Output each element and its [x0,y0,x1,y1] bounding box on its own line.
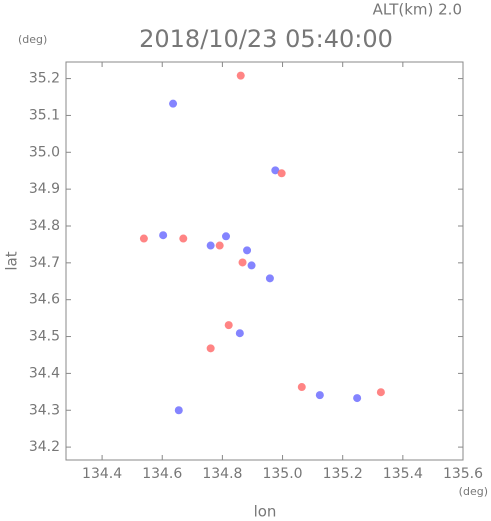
y-tick-label: 35.2 [29,71,60,87]
y-tick-label: 35.0 [29,144,60,160]
point [174,406,183,415]
x-tick-label: 135.6 [443,466,483,482]
y-tick-label: 34.3 [29,402,60,418]
y-tick-label: 34.7 [29,255,60,271]
point [206,344,215,353]
point [222,232,231,241]
y-tick-label: 34.5 [29,329,60,345]
point [215,241,224,250]
plot-frame [65,61,464,461]
x-tick-label: 134.6 [142,466,182,482]
y-axis-label: lat [3,251,21,270]
point [139,234,148,243]
point [376,388,385,397]
point [247,261,256,270]
point [235,329,244,338]
y-tick-label: 34.4 [29,365,60,381]
point [277,169,286,178]
x-tick-label: 135.2 [323,466,363,482]
point [224,321,233,330]
point [159,231,168,240]
point [353,394,362,403]
point [206,241,215,250]
point [315,391,324,400]
y-tick-label: 35.1 [29,107,60,123]
y-tick-label: 34.2 [29,439,60,455]
x-tick-label: 135.0 [262,466,302,482]
y-tick-label: 34.6 [29,292,60,308]
y-tick-label: 34.9 [29,181,60,197]
x-tick-label: 134.8 [202,466,242,482]
y-unit: (deg) [18,33,47,46]
subtitle: ALT(km) 2.0 [373,1,462,19]
x-tick-label: 135.4 [383,466,423,482]
point [243,246,252,255]
chart-title: 2018/10/23 05:40:00 [139,25,393,53]
point [271,166,280,175]
point [297,383,306,392]
x-axis-label: lon [254,503,277,521]
x-unit: (deg) [459,485,488,498]
point [265,274,274,283]
point [179,234,188,243]
point [169,99,178,108]
point [238,258,247,267]
x-tick-label: 134.4 [82,466,122,482]
y-tick-label: 34.8 [29,218,60,234]
point [236,71,245,80]
